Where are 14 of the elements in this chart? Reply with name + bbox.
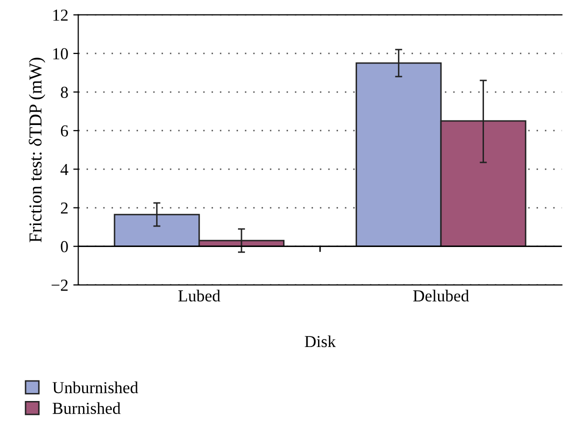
y-tick-label: 10 (53, 48, 68, 60)
y-tick-label: 4 (60, 164, 68, 175)
x-tick-label: Lubed (178, 290, 220, 302)
y-tick-label: 6 (60, 125, 68, 137)
y-tick-label: 12 (53, 10, 68, 21)
x-axis-title: Disk (304, 335, 336, 348)
y-tick-label: 0 (60, 241, 68, 252)
legend-label: Burnished (52, 402, 121, 414)
y-tick-label: 2 (60, 202, 68, 214)
x-tick-label: Delubed (413, 290, 469, 302)
legend-label: Unburnished (52, 382, 138, 394)
y-axis-title: Friction test: δTDP (mW) (28, 58, 46, 242)
y-tick-label: −2 (52, 280, 68, 291)
y-tick-label: 8 (60, 86, 68, 98)
